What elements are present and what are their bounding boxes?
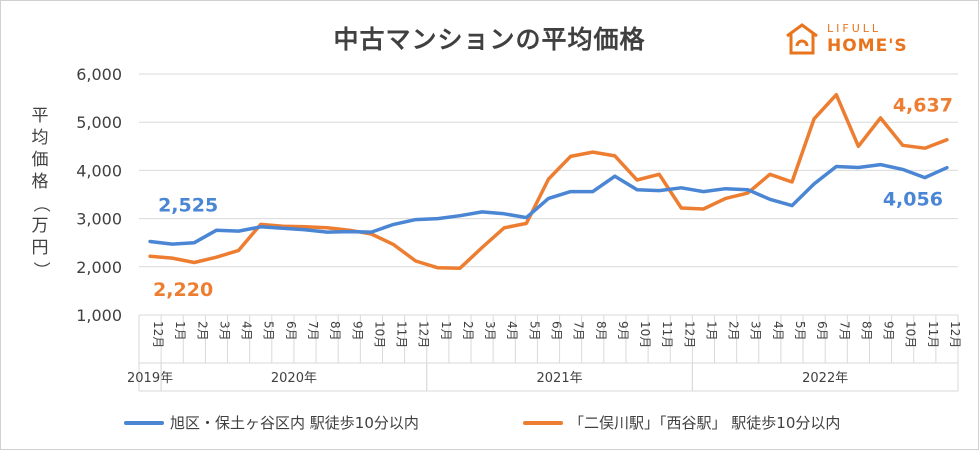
- y-axis-label-char: 格: [31, 172, 49, 192]
- year-label: 2019年: [127, 371, 173, 386]
- x-tick-label: 7月: [572, 321, 586, 341]
- x-tick-label: 2月: [195, 321, 209, 341]
- y-axis-label-char: 均: [31, 128, 49, 148]
- x-tick-label: 12月: [948, 321, 962, 348]
- legend-swatch-orange: [523, 420, 563, 425]
- x-tick-label: 10月: [372, 321, 386, 348]
- x-tick-label: 11月: [926, 321, 940, 348]
- data-label: 2,220: [153, 279, 213, 301]
- x-tick-label: 10月: [638, 321, 652, 348]
- x-tick-label: 2月: [461, 321, 475, 341]
- y-tick-label: 3,000: [76, 210, 122, 229]
- logo-text-top: LIFULL: [827, 22, 882, 35]
- x-tick-label: 11月: [660, 321, 674, 348]
- x-tick-label: 7月: [837, 321, 851, 341]
- legend-item-blue: 旭区・保土ヶ谷区内 駅徒歩10分以内: [124, 412, 419, 433]
- x-tick-label: 6月: [815, 321, 829, 341]
- x-tick-label: 6月: [550, 321, 564, 341]
- x-tick-label: 6月: [284, 321, 298, 341]
- x-tick-label: 12月: [682, 321, 696, 348]
- legend-label-orange: 「二俣川駅」「西谷駅」 駅徒歩10分以内: [569, 414, 841, 432]
- series-line-blue: [148, 162, 949, 246]
- house-icon: [786, 23, 818, 55]
- x-tick-label: 8月: [594, 321, 608, 341]
- x-tick-label: 1月: [704, 321, 718, 341]
- y-axis-label: 平均価格（万円）: [30, 105, 50, 281]
- legend: 旭区・保土ヶ谷区内 駅徒歩10分以内 「二俣川駅」「西谷駅」 駅徒歩10分以内: [0, 412, 979, 438]
- y-tick-label: 4,000: [76, 161, 122, 180]
- y-tick-label: 5,000: [76, 113, 122, 132]
- logo-text-bottom: HOME'S: [827, 36, 908, 56]
- chart-title: 中古マンションの平均価格: [333, 25, 646, 54]
- x-tick-label: 4月: [771, 321, 785, 341]
- y-axis-label-char: 価: [31, 150, 49, 170]
- x-tick-label: 11月: [395, 321, 409, 348]
- x-tick-label: 7月: [306, 321, 320, 341]
- year-label: 2020年: [271, 371, 317, 386]
- data-label: 4,637: [893, 95, 953, 117]
- x-tick-label: 9月: [616, 321, 630, 341]
- y-tick-label: 2,000: [76, 258, 122, 277]
- series-line-orange: [148, 92, 949, 270]
- x-tick-label: 3月: [217, 321, 231, 341]
- x-tick-label: 12月: [151, 321, 165, 348]
- legend-label-blue: 旭区・保土ヶ谷区内 駅徒歩10分以内: [170, 414, 419, 432]
- x-tick-label: 9月: [882, 321, 896, 341]
- y-axis-label-char: 円: [31, 238, 49, 258]
- x-tick-label: 5月: [262, 321, 276, 341]
- x-tick-label: 4月: [505, 321, 519, 341]
- data-label: 4,056: [883, 189, 943, 211]
- year-label: 2022年: [802, 371, 848, 386]
- x-tick-label: 4月: [240, 321, 254, 341]
- x-tick-label: 5月: [527, 321, 541, 341]
- data-label: 2,525: [158, 194, 218, 216]
- x-tick-label: 9月: [350, 321, 364, 341]
- y-tick-label: 1,000: [76, 306, 122, 325]
- x-tick-label: 1月: [173, 321, 187, 341]
- x-tick-label: 1月: [439, 321, 453, 341]
- lifull-homes-logo: LIFULL HOME'S: [783, 18, 933, 62]
- x-tick-label: 12月: [417, 321, 431, 348]
- x-tick-label: 10月: [904, 321, 918, 348]
- legend-item-orange: 「二俣川駅」「西谷駅」 駅徒歩10分以内: [523, 412, 840, 433]
- x-tick-label: 5月: [793, 321, 807, 341]
- y-axis-label-char: 万: [31, 216, 49, 236]
- x-tick-label: 2月: [727, 321, 741, 341]
- x-tick-label: 8月: [328, 321, 342, 341]
- x-tick-label: 8月: [859, 321, 873, 341]
- x-tick-label: 3月: [483, 321, 497, 341]
- x-tick-label: 3月: [749, 321, 763, 341]
- legend-swatch-blue: [124, 420, 164, 425]
- y-tick-label: 6,000: [76, 65, 122, 84]
- y-axis-label-char: 平: [31, 106, 49, 126]
- year-label: 2021年: [537, 371, 583, 386]
